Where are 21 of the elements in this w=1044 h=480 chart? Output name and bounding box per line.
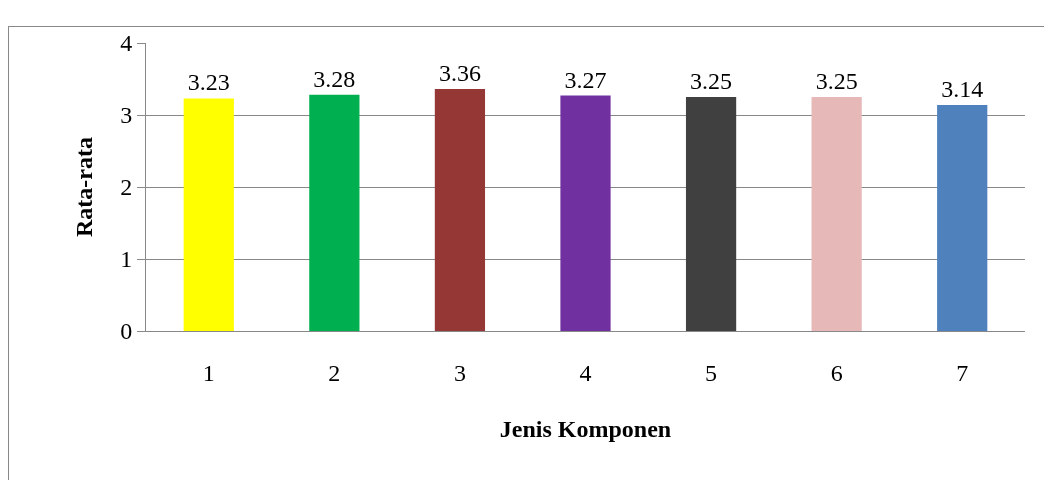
data-label: 3.36 [438,60,481,87]
y-tick-label: 4 [120,30,133,57]
y-tick-label: 1 [120,246,133,273]
data-label: 3.28 [313,65,356,92]
y-axis-title: Rata-rata [71,137,98,237]
y-tick-label: 3 [120,102,133,129]
data-label: 3.27 [564,66,607,93]
x-tick-label: 3 [453,359,466,386]
x-tick-label: 5 [705,359,718,386]
x-tick-label: 7 [956,359,969,386]
x-axis-title: Jenis Komponen [499,416,672,443]
x-tick-label: 4 [579,359,592,386]
data-label: 3.25 [690,68,733,94]
y-tick-label: 2 [120,174,133,201]
y-tick-label: 0 [120,318,133,345]
data-label: 3.23 [187,69,230,96]
x-tick-label: 1 [202,359,215,386]
x-tick-label: 2 [328,359,341,386]
data-label: 3.25 [815,68,858,94]
x-tick-label: 6 [830,359,843,386]
data-label: 3.14 [941,75,984,102]
